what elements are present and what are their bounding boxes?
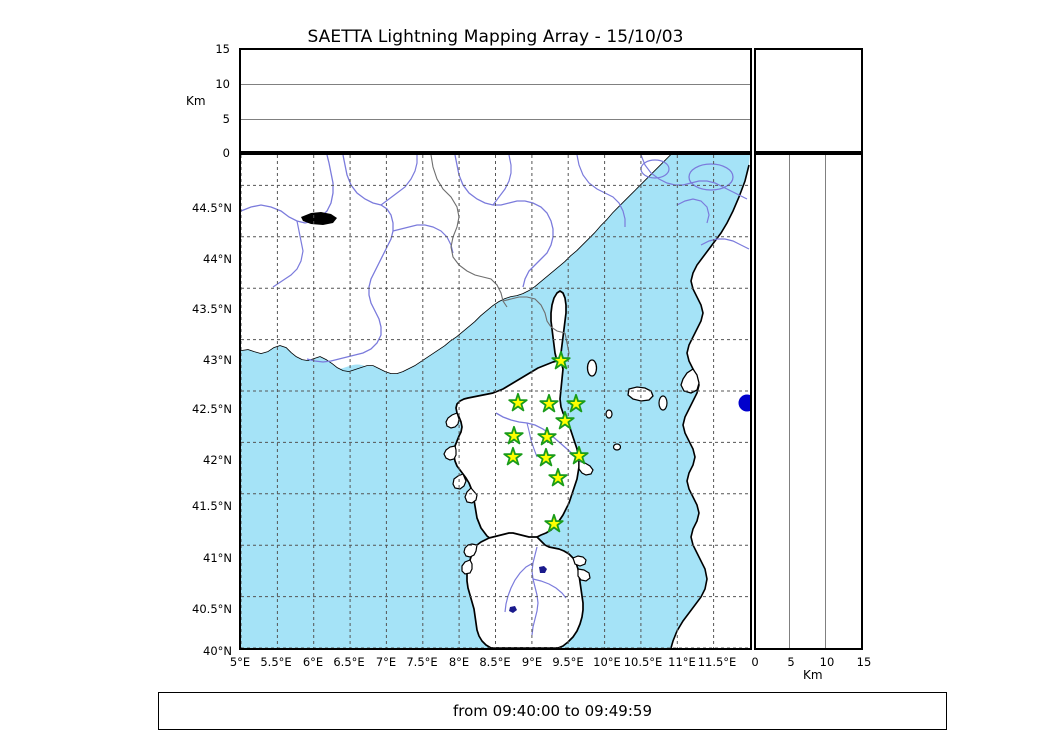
xtick-east-15: 15	[856, 655, 872, 669]
time-range-box: from 09:40:00 to 09:49:59	[158, 692, 947, 730]
time-range-label: from 09:40:00 to 09:49:59	[452, 702, 652, 720]
xtick-lon-10-5: 10.5°E	[623, 655, 663, 669]
ytick-lat-43: 43°N	[203, 353, 232, 367]
xtick-lon-10: 10°E	[593, 655, 621, 669]
corner-panel	[754, 48, 863, 153]
ytick-alt-10: 10	[215, 77, 230, 91]
xtick-lon-11-5: 11.5°E	[697, 655, 737, 669]
xtick-lon-5-5: 5.5°E	[260, 655, 292, 669]
ytick-lat-40-5: 40.5°N	[192, 602, 232, 616]
blue-source-marker	[738, 394, 750, 412]
xtick-lon-7-5: 7.5°E	[406, 655, 438, 669]
axis-label-km-vertical: Km	[186, 94, 206, 108]
ytick-alt-15: 15	[215, 42, 230, 56]
xtick-lon-6: 6°E	[302, 655, 324, 669]
gridline-alt-10	[241, 84, 750, 85]
ytick-lat-44: 44°N	[203, 252, 232, 266]
axis-label-km-horizontal: Km	[803, 668, 823, 682]
page-title: SAETTA Lightning Mapping Array - 15/10/0…	[307, 27, 684, 47]
ytick-lat-42: 42°N	[203, 453, 232, 467]
ytick-lat-42-5: 42.5°N	[192, 402, 232, 416]
altitude-latitude-panel	[754, 153, 863, 650]
gridline-alt-5	[241, 119, 750, 120]
ytick-alt-5: 5	[222, 112, 230, 126]
xtick-lon-8: 8°E	[448, 655, 470, 669]
ytick-alt-0: 0	[222, 146, 230, 160]
ytick-lat-41: 41°N	[203, 551, 232, 565]
altitude-longitude-panel	[239, 48, 752, 153]
ytick-lat-40: 40°N	[203, 644, 232, 658]
xtick-lon-9-5: 9.5°E	[552, 655, 584, 669]
xtick-lon-6-5: 6.5°E	[333, 655, 365, 669]
xtick-east-0: 0	[751, 655, 759, 669]
geographic-map-panel[interactable]	[239, 153, 752, 650]
xtick-lon-5: 5°E	[229, 655, 251, 669]
xtick-lon-7: 7°E	[375, 655, 397, 669]
xtick-east-10: 10	[819, 655, 835, 669]
xtick-lon-9: 9°E	[521, 655, 543, 669]
xtick-lon-11: 11°E	[668, 655, 696, 669]
ytick-lat-41-5: 41.5°N	[192, 499, 232, 513]
gridline-east-10	[825, 155, 826, 648]
map-graphic	[241, 155, 750, 648]
gridline-east-5	[789, 155, 790, 648]
xtick-lon-8-5: 8.5°E	[479, 655, 511, 669]
xtick-east-5: 5	[787, 655, 795, 669]
ytick-lat-43-5: 43.5°N	[192, 302, 232, 316]
ytick-lat-44-5: 44.5°N	[192, 201, 232, 215]
